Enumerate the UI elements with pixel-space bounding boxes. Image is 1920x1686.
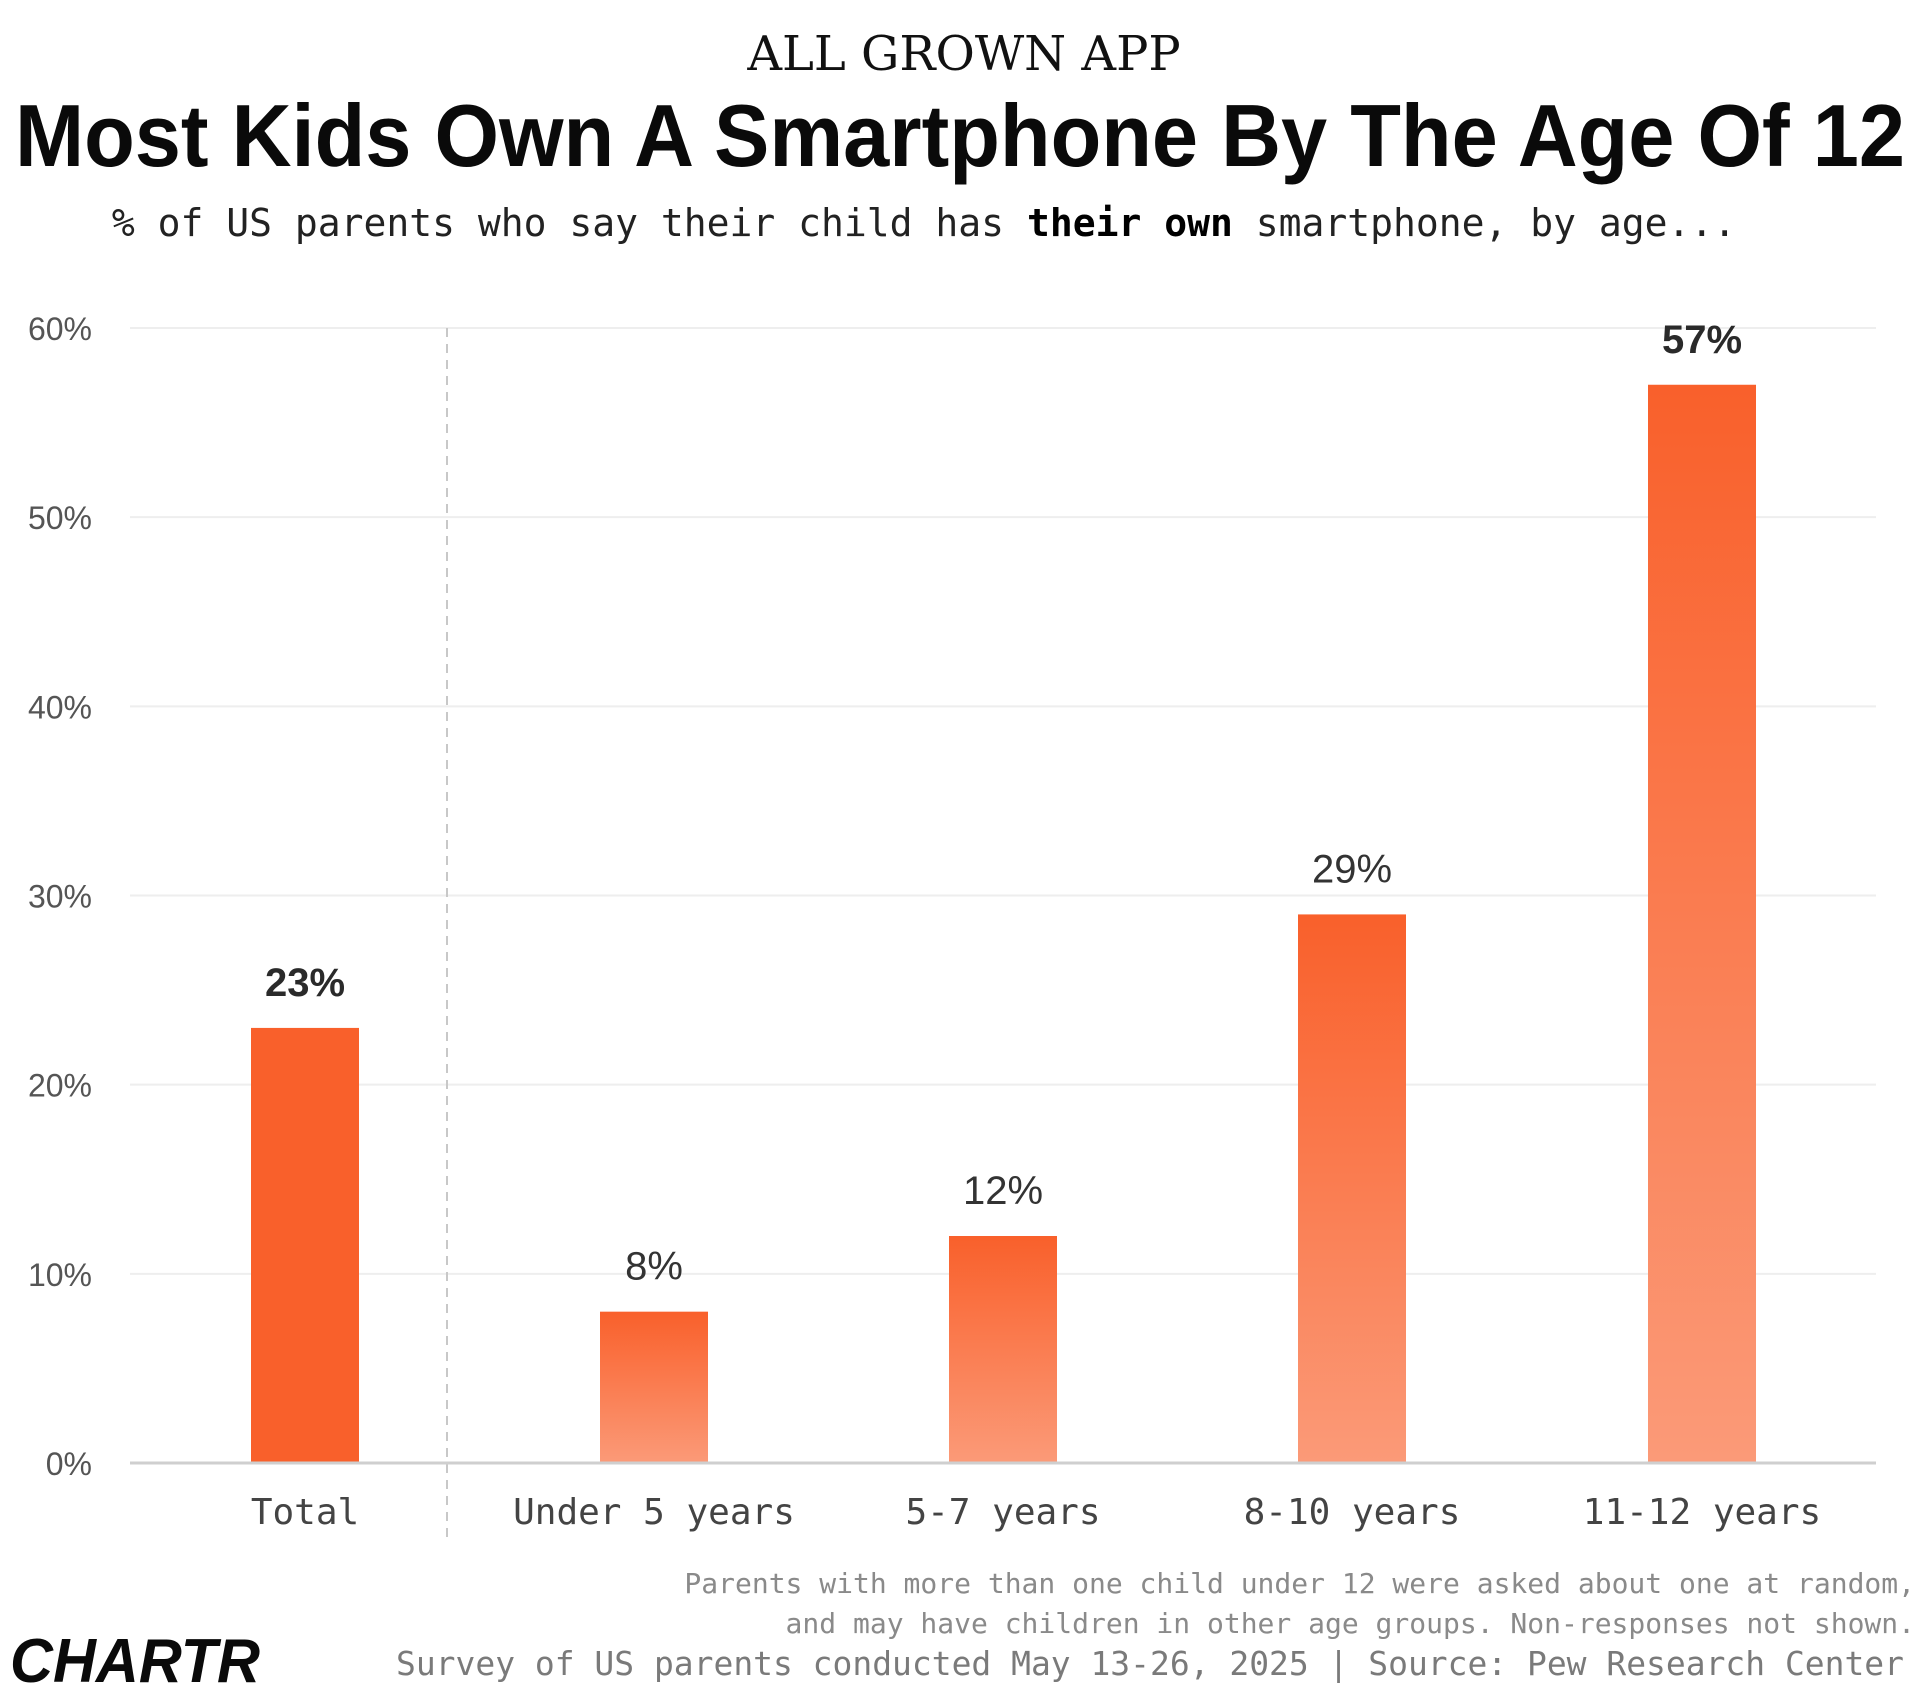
y-tick-label: 60% <box>28 311 92 347</box>
value-label: 12% <box>963 1169 1043 1213</box>
subtitle-part-1: % of US parents who say their child has <box>112 201 1027 245</box>
y-tick-label: 30% <box>28 879 92 915</box>
y-tick-label: 10% <box>28 1257 92 1293</box>
subtitle-emphasis: their own <box>1027 201 1233 245</box>
bar-total <box>251 1027 359 1463</box>
y-tick-label: 50% <box>28 500 92 536</box>
y-tick-label: 20% <box>28 1068 92 1104</box>
chartr-logo: CHARTR <box>10 1627 260 1686</box>
chart-subtitle: % of US parents who say their child has … <box>112 201 1736 245</box>
footnote-line-2: and may have children in other age group… <box>786 1607 1915 1640</box>
bar-5-7-years <box>949 1236 1057 1463</box>
y-axis-ticks: 0% 10% 20% 30% 40% 50% 60% <box>28 311 92 1482</box>
x-tick-label: 8-10 years <box>1244 1492 1461 1533</box>
bar-11-12-years <box>1648 384 1756 1463</box>
x-tick-label: 5-7 years <box>905 1492 1100 1533</box>
x-tick-label: 11-12 years <box>1583 1492 1821 1533</box>
x-axis-ticks: Total Under 5 years 5-7 years 8-10 years 11-… <box>251 1492 1821 1533</box>
y-tick-label: 40% <box>28 689 92 725</box>
source-line: Survey of US parents conducted May 13-26… <box>396 1644 1904 1683</box>
bar-8-10-years <box>1298 914 1406 1463</box>
x-tick-label: Total <box>251 1492 359 1533</box>
footnote-line-1: Parents with more than one child under 1… <box>684 1567 1915 1600</box>
x-tick-label: Under 5 years <box>513 1492 795 1533</box>
value-label: 57% <box>1662 318 1742 362</box>
value-label: 29% <box>1312 847 1392 891</box>
y-tick-label: 0% <box>46 1446 92 1482</box>
value-label: 8% <box>625 1245 683 1289</box>
gridlines <box>130 327 1876 1275</box>
value-labels: 23% 8% 12% 29% 57% <box>265 318 1742 1289</box>
bar-under-5-years <box>600 1311 708 1463</box>
chart-kicker: ALL GROWN APP <box>746 26 1180 82</box>
value-label: 23% <box>265 961 345 1005</box>
bars <box>251 384 1756 1463</box>
subtitle-part-2: smartphone, by age... <box>1233 201 1736 245</box>
chart-title: Most Kids Own A Smartphone By The Age Of… <box>15 86 1905 185</box>
